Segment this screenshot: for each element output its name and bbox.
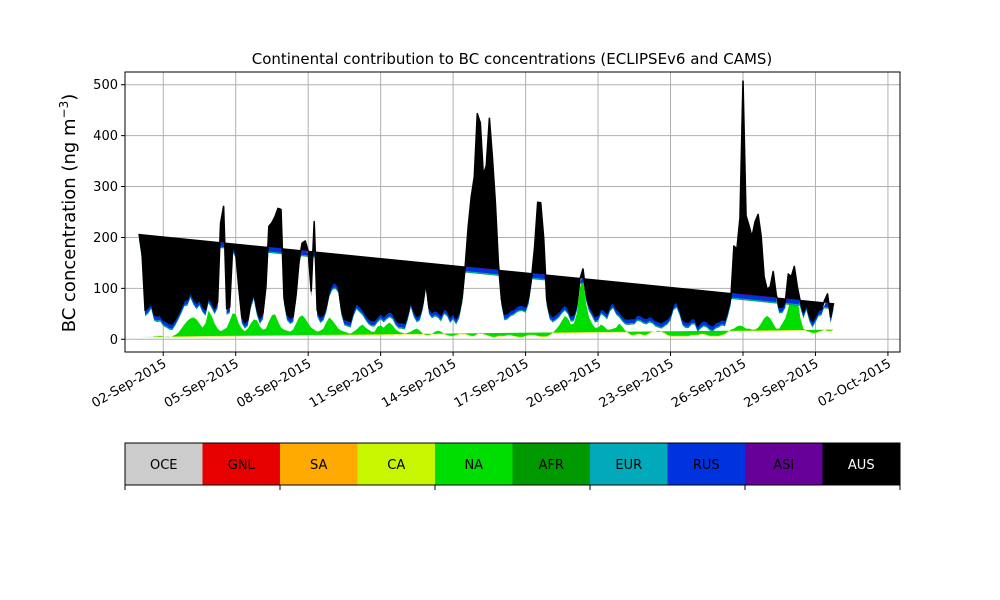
x-tick-label: 02-Sep-2015	[89, 356, 169, 411]
colorbar-swatch-asi	[745, 443, 823, 485]
y-tick-label: 400	[93, 129, 118, 144]
y-tick-label: 200	[93, 231, 118, 246]
colorbar: OCE GNL SA CA NA AFR EUR RUS ASI AUS	[124, 442, 901, 490]
area-aus	[138, 80, 835, 327]
colorbar-label: AFR	[539, 458, 564, 473]
x-axis-ticks: 02-Sep-201505-Sep-201508-Sep-201511-Sep-…	[89, 352, 894, 411]
x-tick-label: 17-Sep-2015	[452, 356, 532, 411]
x-tick-label: 20-Sep-2015	[524, 356, 604, 411]
colorbar-swatch-eur	[590, 443, 668, 485]
area-na	[139, 277, 834, 337]
colorbar-label: CA	[387, 458, 405, 473]
axes	[124, 71, 901, 353]
y-axis-label-exponent: −3	[57, 101, 71, 119]
colorbar-frame	[124, 442, 901, 486]
x-tick-label: 02-Oct-2015	[816, 356, 894, 410]
colorbar-swatch-rus	[667, 443, 746, 485]
y-tick-label: 500	[93, 78, 118, 93]
colorbar-swatch-ca	[357, 443, 436, 485]
x-tick-label: 11-Sep-2015	[307, 356, 387, 411]
x-tick-label: 14-Sep-2015	[379, 356, 459, 411]
colorbar-label: OCE	[150, 458, 178, 473]
colorbar-swatch-afr	[512, 443, 591, 485]
x-tick-label: 29-Sep-2015	[742, 356, 822, 411]
y-axis-label-text: BC concentration (ng m	[59, 118, 80, 332]
colorbar-swatch-oce	[125, 443, 203, 485]
y-axis-label-close: )	[59, 94, 80, 101]
chart-title: Continental contribution to BC concentra…	[252, 50, 773, 68]
colorbar-label: NA	[464, 458, 483, 473]
x-tick-label: 23-Sep-2015	[597, 356, 677, 411]
colorbar-label: EUR	[615, 458, 642, 473]
colorbar-swatch-aus	[822, 443, 901, 485]
colorbar-label: SA	[310, 458, 327, 473]
colorbar-label: RUS	[693, 458, 720, 473]
y-tick-label: 100	[93, 282, 118, 297]
colorbar-label: GNL	[228, 458, 256, 473]
colorbar-label: ASI	[773, 458, 794, 473]
x-tick-label: 26-Sep-2015	[669, 356, 749, 411]
colorbar-swatch-gnl	[202, 443, 281, 485]
stacked-areas	[138, 80, 835, 338]
x-tick-label: 05-Sep-2015	[162, 356, 242, 411]
y-tick-label: 0	[110, 333, 118, 348]
plot-frame	[124, 71, 901, 353]
y-axis-label: BC concentration (ng m−3)	[57, 94, 80, 333]
colorbar-swatch-na	[435, 443, 513, 485]
y-tick-label: 300	[93, 180, 118, 195]
x-tick-label: 08-Sep-2015	[234, 356, 314, 411]
colorbar-label: AUS	[848, 458, 875, 473]
y-axis-ticks: 0 100 200 300 400 500	[93, 78, 125, 348]
colorbar-swatch-sa	[280, 443, 358, 485]
